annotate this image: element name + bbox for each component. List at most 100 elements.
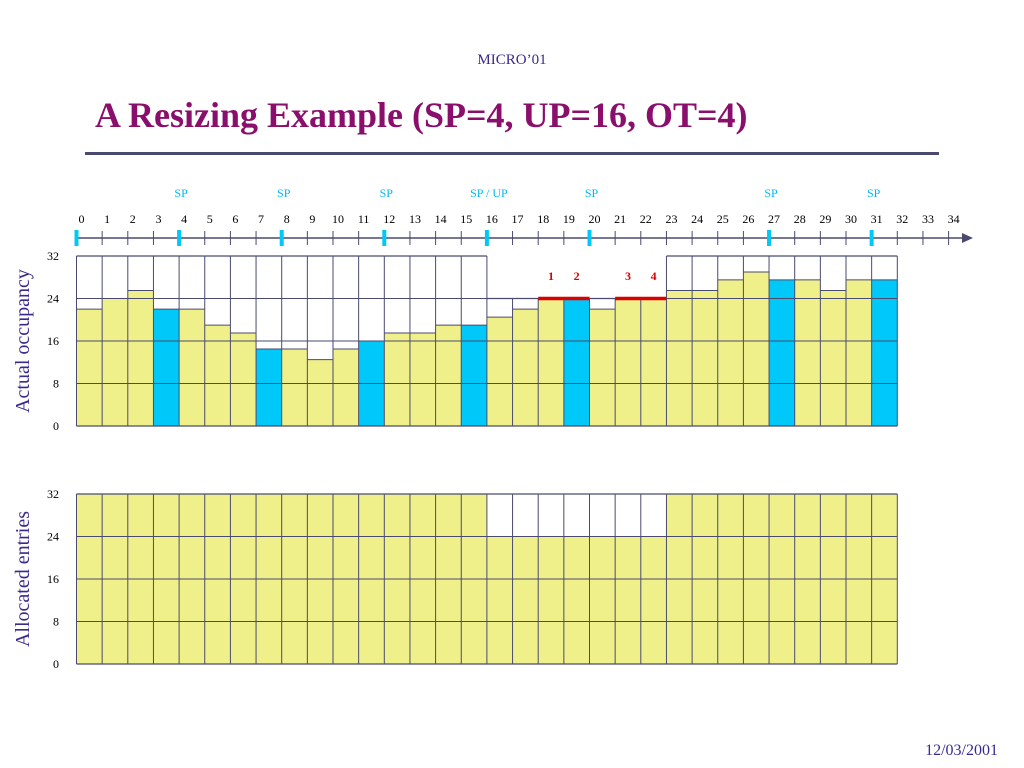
- timeline-tick-label: 29: [819, 212, 831, 226]
- bar: [512, 536, 539, 664]
- bar: [743, 271, 770, 426]
- bar-empty-region: [127, 256, 154, 291]
- bar: [820, 290, 846, 426]
- bar-empty-region: [743, 256, 770, 272]
- timeline-tick-label: 27: [768, 212, 780, 226]
- bar-empty-region: [769, 256, 795, 280]
- bar-highlight: [563, 298, 590, 426]
- bar-empty-region: [409, 256, 436, 334]
- bar-empty-region: [820, 256, 846, 291]
- timeline-tick-label: 28: [794, 212, 806, 226]
- bar-highlight: [769, 279, 795, 426]
- timeline-tick-label: 22: [640, 212, 652, 226]
- timeline-marker: [382, 230, 387, 246]
- title-underline: [85, 152, 939, 155]
- y-tick-label: 8: [53, 615, 59, 629]
- timeline-tick-label: 9: [309, 212, 315, 226]
- timeline-tick-label: 34: [948, 212, 960, 226]
- y-tick-label: 16: [47, 572, 59, 586]
- timeline-tick-label: 31: [871, 212, 883, 226]
- annotation-label: 1: [548, 269, 554, 283]
- bar: [538, 298, 564, 426]
- bar: [281, 348, 308, 426]
- bar: [589, 536, 616, 664]
- bar-empty-region: [486, 298, 513, 318]
- timeline-marker-label: SP: [380, 186, 394, 200]
- timeline-tick-label: 25: [717, 212, 729, 226]
- timeline-tick-label: 10: [332, 212, 344, 226]
- y-axis-label: Allocated entries: [12, 511, 34, 647]
- timeline-marker-label: SP: [764, 186, 778, 200]
- bar-empty-region: [179, 256, 205, 310]
- bar-empty-region: [230, 256, 257, 334]
- bar: [640, 536, 667, 664]
- y-axis-label: Actual occupancy: [12, 269, 34, 413]
- timeline-marker: [74, 230, 79, 246]
- timeline-tick-label: 5: [207, 212, 213, 226]
- bar: [846, 279, 872, 426]
- bar-empty-region: [589, 298, 616, 310]
- bar: [563, 536, 590, 664]
- bar-empty-region: [435, 256, 462, 326]
- bar-empty-region: [333, 256, 359, 349]
- timeline-tick-label: 6: [232, 212, 238, 226]
- annotation-label: 3: [625, 269, 631, 283]
- bar: [179, 309, 205, 426]
- timeline-tick-label: 18: [537, 212, 549, 226]
- timeline-marker-label: SP / UP: [470, 186, 508, 200]
- bar-empty-region: [307, 256, 333, 360]
- timeline-tick-label: 14: [435, 212, 447, 226]
- timeline-tick-label: 8: [284, 212, 290, 226]
- timeline-marker-label: SP: [867, 186, 881, 200]
- bar-empty-region: [204, 256, 231, 326]
- annotation-label: 4: [651, 269, 657, 283]
- bar-empty-region: [871, 256, 898, 280]
- timeline-marker: [177, 230, 182, 246]
- timeline-tick-label: 4: [181, 212, 187, 226]
- bar: [230, 333, 257, 426]
- bar-empty-region: [102, 256, 128, 299]
- bar-empty-region: [256, 256, 282, 349]
- timeline-arrow-head: [962, 233, 973, 243]
- bar-empty-region: [461, 256, 487, 326]
- slide-title: A Resizing Example (SP=4, UP=16, OT=4): [95, 95, 748, 135]
- timeline-tick-label: 12: [383, 212, 395, 226]
- bar: [666, 290, 693, 426]
- y-tick-label: 8: [53, 377, 59, 391]
- y-tick-label: 32: [47, 487, 59, 501]
- timeline-marker-label: SP: [585, 186, 599, 200]
- timeline-marker-label: SP: [277, 186, 291, 200]
- bar: [333, 348, 359, 426]
- bar-empty-region: [512, 298, 539, 310]
- timeline-tick-label: 1: [104, 212, 110, 226]
- timeline-marker: [869, 230, 874, 246]
- timeline-tick-label: 11: [358, 212, 370, 226]
- bar: [794, 279, 821, 426]
- timeline-marker: [484, 230, 489, 246]
- bar-highlight: [153, 309, 180, 426]
- timeline-tick-label: 26: [742, 212, 754, 226]
- y-tick-label: 32: [47, 249, 59, 263]
- bar: [615, 536, 641, 664]
- bar: [204, 325, 231, 426]
- timeline-tick-label: 13: [409, 212, 421, 226]
- bar: [409, 333, 436, 426]
- bar: [435, 325, 462, 426]
- bar: [615, 298, 641, 426]
- timeline-tick-label: 20: [589, 212, 601, 226]
- timeline-tick-label: 17: [512, 212, 524, 226]
- y-tick-label: 24: [47, 292, 59, 306]
- timeline-marker-label: SP: [174, 186, 188, 200]
- bar-empty-region: [589, 494, 616, 537]
- y-tick-label: 0: [53, 657, 59, 671]
- bar-empty-region: [846, 256, 872, 280]
- timeline-tick-label: 3: [155, 212, 161, 226]
- bar: [127, 290, 154, 426]
- bar: [589, 309, 616, 426]
- timeline-tick-label: 2: [130, 212, 136, 226]
- bar-empty-region: [563, 494, 590, 537]
- footer-date: 12/03/2001: [925, 742, 998, 759]
- bar-highlight: [461, 325, 487, 426]
- timeline-tick-label: 16: [486, 212, 498, 226]
